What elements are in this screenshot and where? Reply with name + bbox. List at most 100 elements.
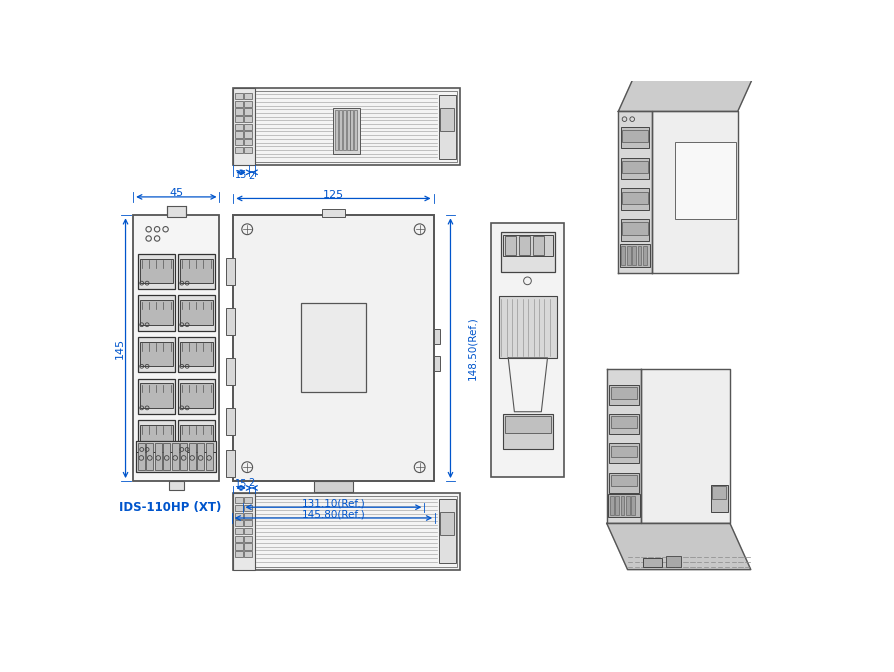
Bar [611, 417, 637, 428]
Bar [235, 505, 242, 511]
Bar [225, 308, 235, 335]
Text: 2: 2 [249, 478, 255, 489]
Bar [339, 110, 342, 150]
Text: 45: 45 [169, 188, 183, 198]
Bar [178, 337, 215, 372]
Bar [620, 219, 649, 241]
Bar [350, 110, 353, 150]
Bar [244, 544, 252, 550]
Bar [155, 443, 162, 470]
Bar [244, 528, 252, 534]
Bar [322, 209, 345, 217]
Bar [611, 387, 637, 398]
Bar [502, 235, 552, 256]
Bar [138, 420, 175, 456]
Bar [164, 443, 170, 470]
Bar [235, 147, 242, 153]
Bar [314, 481, 353, 492]
Bar [169, 481, 184, 491]
Bar [235, 132, 242, 138]
Bar [439, 499, 456, 563]
Bar [198, 443, 204, 470]
Polygon shape [607, 370, 641, 523]
Bar [611, 446, 637, 457]
Bar [333, 108, 360, 154]
Text: 145: 145 [114, 337, 124, 359]
Bar [622, 222, 648, 235]
Bar [172, 443, 179, 470]
Bar [181, 383, 213, 408]
Bar [632, 246, 636, 265]
Bar [233, 216, 434, 481]
Bar [140, 341, 173, 366]
Bar [622, 192, 648, 204]
Bar [235, 528, 242, 534]
Bar [178, 378, 215, 414]
Polygon shape [641, 370, 730, 523]
Bar [244, 108, 252, 114]
Bar [711, 485, 728, 512]
Bar [235, 544, 242, 550]
Bar [244, 536, 252, 542]
Bar [609, 472, 639, 493]
Bar [189, 443, 196, 470]
Text: IDS-110HP (XT): IDS-110HP (XT) [119, 501, 222, 515]
Bar [620, 127, 649, 149]
Bar [138, 337, 175, 372]
Bar [627, 246, 630, 265]
Bar [178, 254, 215, 290]
Bar [505, 417, 551, 433]
Bar [637, 246, 641, 265]
Bar [206, 443, 213, 470]
Bar [501, 233, 555, 272]
Bar [181, 300, 213, 325]
Bar [609, 385, 639, 405]
Bar [235, 513, 242, 519]
Bar [178, 420, 215, 456]
Bar [666, 556, 681, 567]
Bar [140, 425, 173, 450]
Bar [244, 147, 252, 153]
Bar [244, 93, 252, 99]
Bar [235, 139, 242, 145]
Bar [140, 300, 173, 325]
Bar [136, 441, 216, 452]
Bar [225, 408, 235, 435]
Polygon shape [619, 69, 756, 112]
Bar [643, 246, 647, 265]
Bar [354, 110, 358, 150]
Polygon shape [508, 358, 547, 412]
Bar [235, 551, 242, 557]
Bar [138, 254, 175, 290]
Bar [233, 88, 460, 165]
Bar [441, 512, 454, 535]
Bar [235, 93, 242, 99]
Bar [620, 188, 649, 210]
Bar [610, 497, 613, 515]
Bar [643, 558, 662, 567]
Bar [233, 88, 255, 165]
Bar [235, 124, 242, 130]
Bar [133, 216, 219, 481]
Bar [138, 378, 175, 414]
Bar [181, 443, 187, 470]
Bar [335, 110, 338, 150]
Bar [620, 497, 625, 515]
Bar [244, 139, 252, 145]
Bar [235, 497, 242, 503]
Bar [138, 443, 145, 470]
Bar [434, 329, 440, 344]
Bar [244, 497, 252, 503]
Bar [622, 161, 648, 173]
Text: 148.50(Ref.): 148.50(Ref.) [467, 317, 477, 380]
Bar [622, 130, 648, 142]
Bar [237, 496, 457, 566]
Bar [631, 497, 636, 515]
Bar [621, 246, 625, 265]
Bar [492, 223, 564, 477]
Bar [181, 259, 213, 283]
Bar [626, 497, 630, 515]
Bar [225, 358, 235, 385]
Bar [611, 475, 637, 487]
Bar [439, 95, 456, 159]
